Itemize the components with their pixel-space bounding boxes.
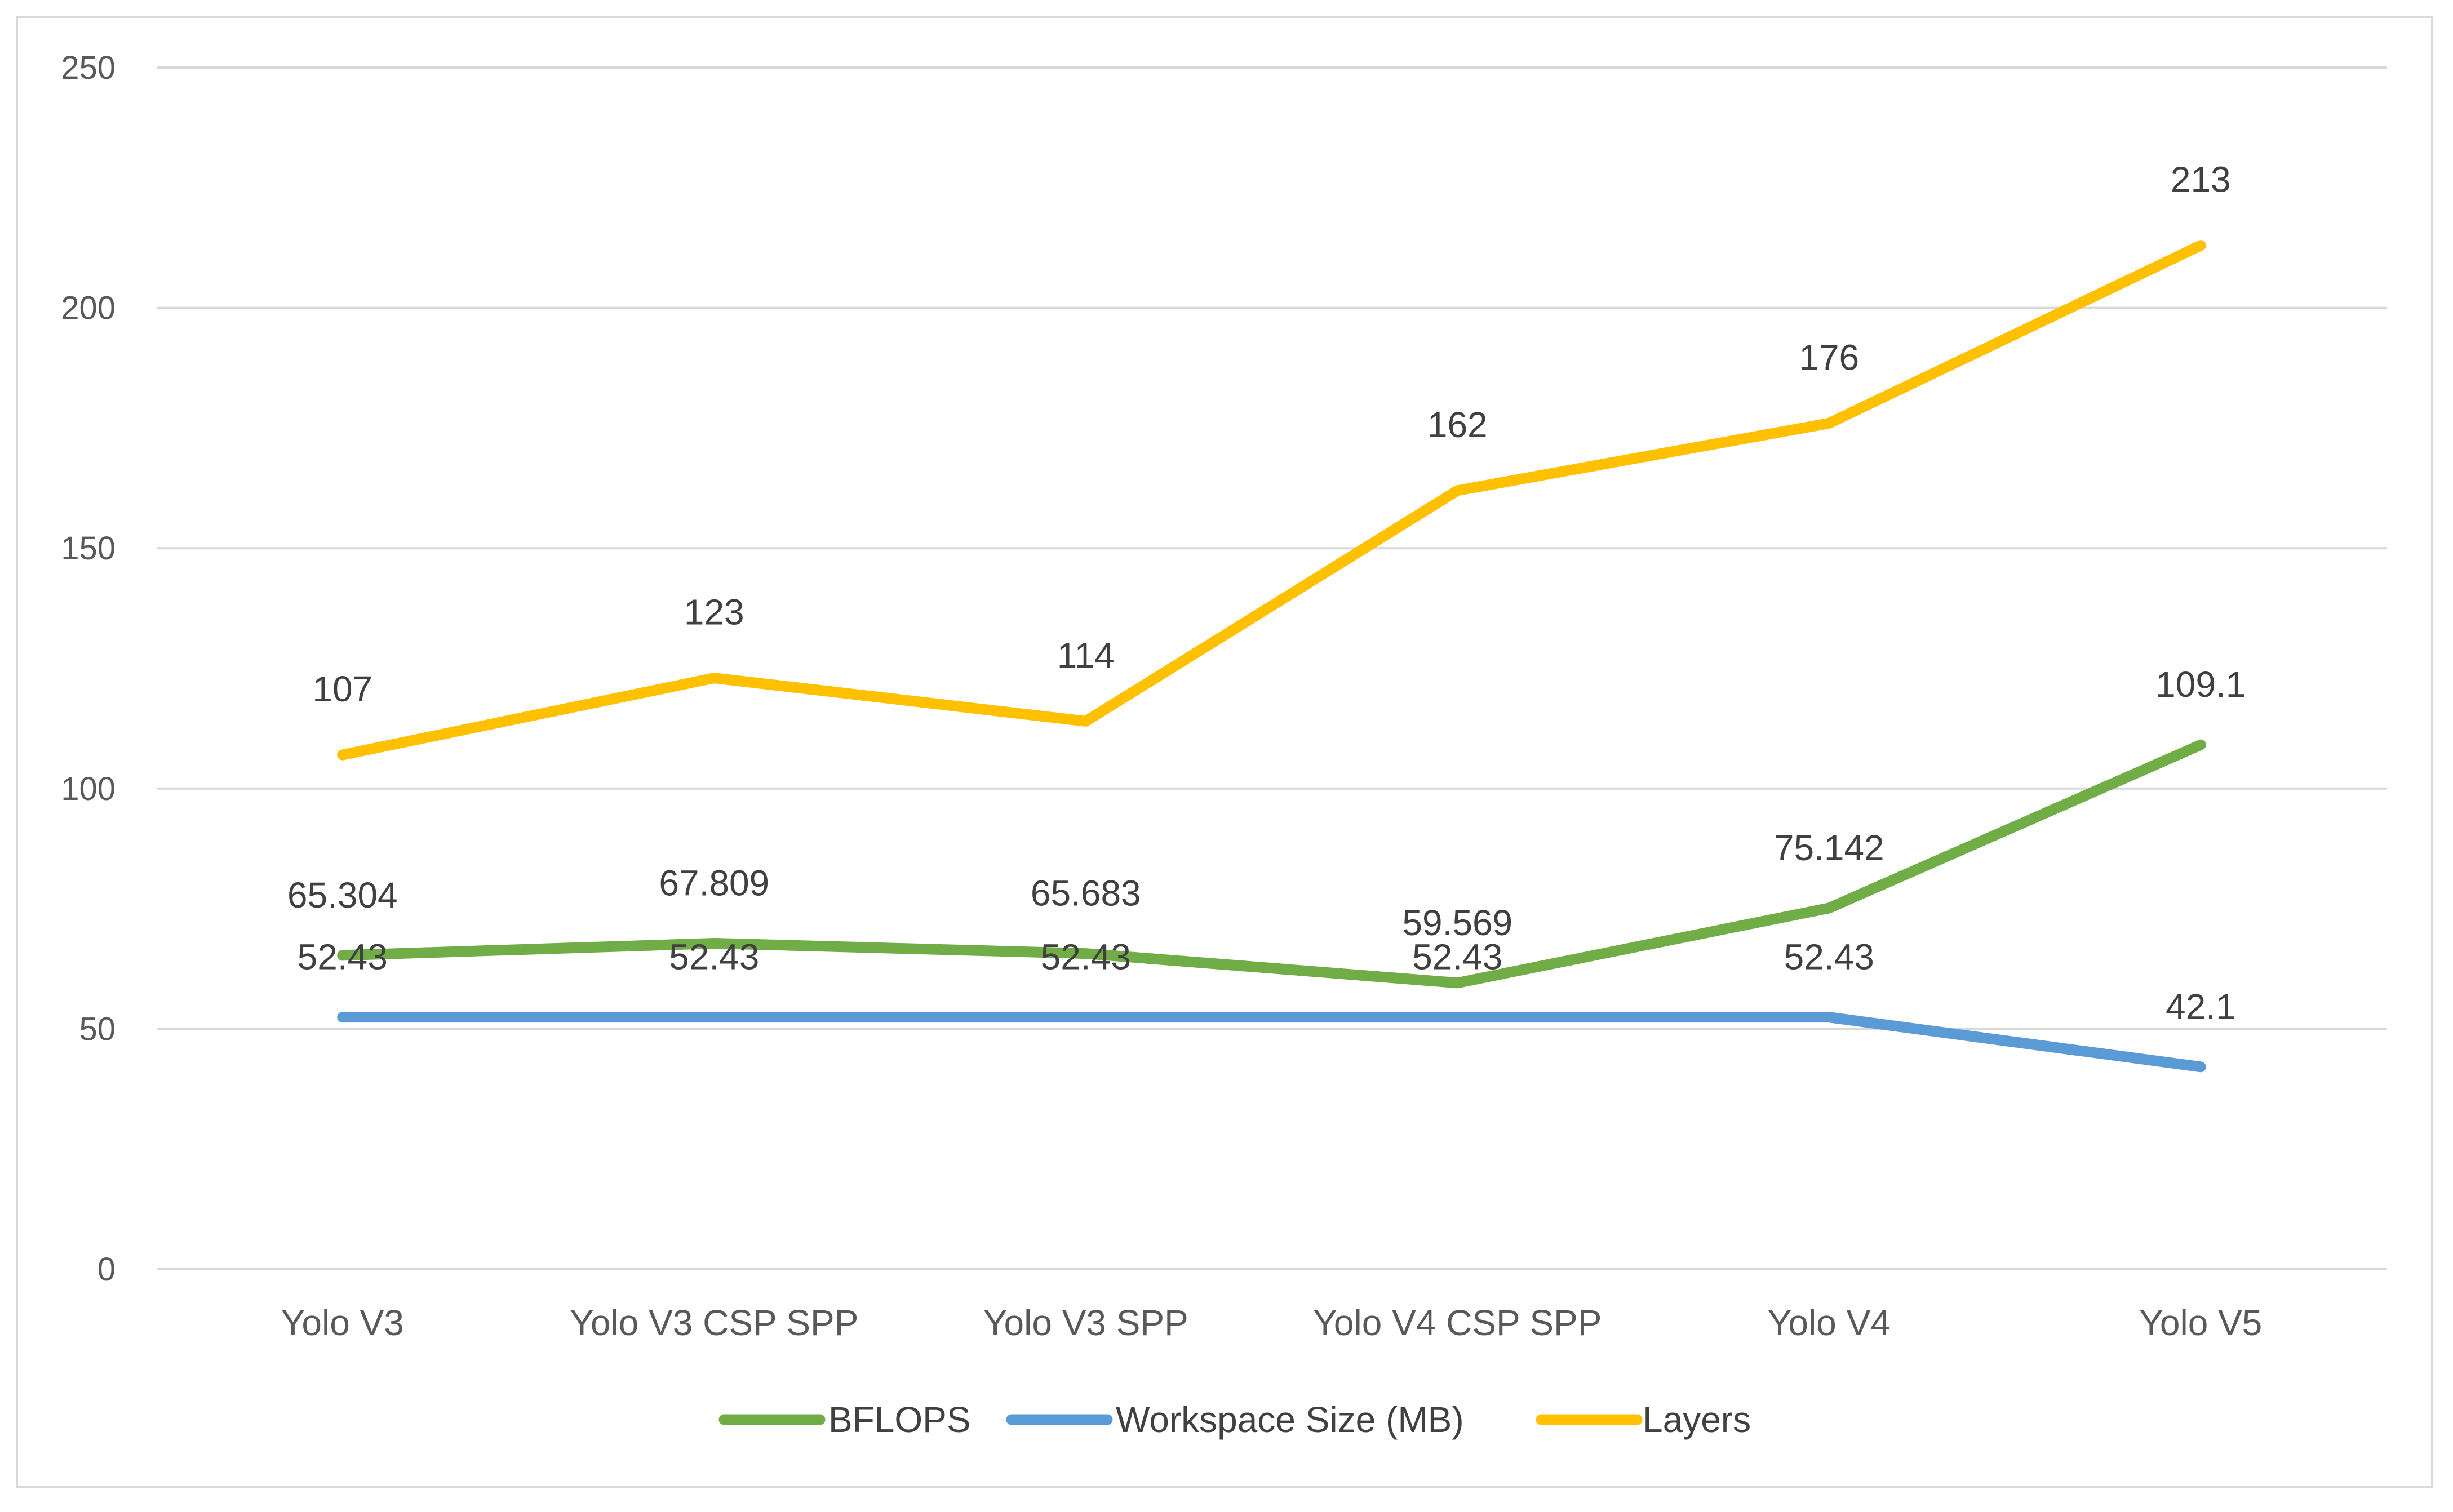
series-line-workspace-size-mb xyxy=(337,1012,2206,1073)
data-label: 65.683 xyxy=(1031,873,1141,914)
data-label: 109.1 xyxy=(2155,664,2246,705)
data-label: 123 xyxy=(684,592,744,633)
data-label: 42.1 xyxy=(2166,986,2236,1027)
data-label: 52.43 xyxy=(1784,937,1874,977)
x-axis: Yolo V3 Yolo V3 CSP SPP Yolo V3 SPP Yolo V4… xyxy=(281,1302,2263,1343)
data-label: 162 xyxy=(1427,404,1488,445)
data-label: 67.809 xyxy=(659,862,769,903)
y-tick-label: 150 xyxy=(61,530,116,567)
x-tick-label: Yolo V3 SPP xyxy=(983,1302,1188,1343)
data-label: 176 xyxy=(1799,337,1859,377)
series-line-layers xyxy=(337,240,2206,761)
chart-frame xyxy=(16,16,2433,1488)
legend-label: BFLOPS xyxy=(828,1399,971,1440)
x-tick-label: Yolo V4 xyxy=(1768,1302,1891,1343)
y-axis: 0 50 100 150 200 250 xyxy=(61,50,116,1288)
data-label: 213 xyxy=(2171,159,2231,200)
y-tick-label: 250 xyxy=(61,50,116,86)
data-label: 75.142 xyxy=(1774,828,1884,868)
data-label: 65.304 xyxy=(287,875,398,915)
series-lines xyxy=(337,240,2206,1073)
y-tick-label: 0 xyxy=(97,1251,116,1288)
series-line-bflops xyxy=(337,739,2206,989)
gridlines xyxy=(157,66,2387,1270)
x-tick-label: Yolo V3 xyxy=(281,1302,404,1343)
y-tick-label: 50 xyxy=(79,1011,116,1047)
data-label: 59.569 xyxy=(1402,902,1512,943)
x-tick-label: Yolo V3 CSP SPP xyxy=(570,1302,858,1343)
legend-label: Layers xyxy=(1643,1399,1751,1440)
data-label: 114 xyxy=(1057,635,1115,675)
x-tick-label: Yolo V5 xyxy=(2139,1302,2262,1343)
y-tick-label: 200 xyxy=(61,290,116,327)
x-tick-label: Yolo V4 CSP SPP xyxy=(1313,1302,1602,1343)
data-label: 52.43 xyxy=(1041,937,1131,977)
legend: BFLOPS Workspace Size (MB) Layers xyxy=(718,1399,1751,1440)
data-label: 107 xyxy=(312,669,372,709)
data-labels: 65.304 67.809 65.683 59.569 75.142 109.1 52.43… xyxy=(287,159,2246,1027)
data-label: 52.43 xyxy=(1412,937,1502,977)
legend-label: Workspace Size (MB) xyxy=(1116,1399,1464,1440)
data-label: 52.43 xyxy=(298,937,388,977)
data-label: 52.43 xyxy=(669,937,759,977)
y-tick-label: 100 xyxy=(61,771,116,807)
